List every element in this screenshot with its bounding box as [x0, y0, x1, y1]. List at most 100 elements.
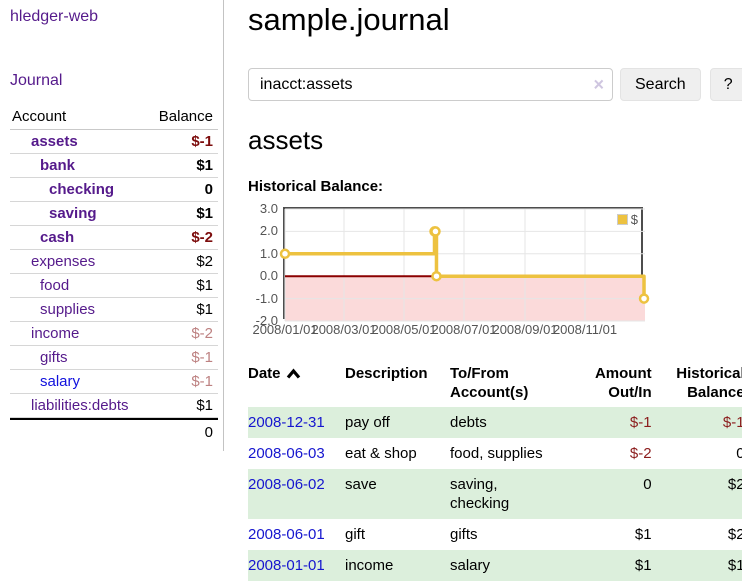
- account-row: salary $-1: [10, 370, 218, 394]
- register-row[interactable]: 2008-01-01 income salary $1 $1: [248, 550, 742, 581]
- sidebar-item-journal[interactable]: Journal: [10, 72, 63, 89]
- account-link-salary[interactable]: salary: [40, 373, 81, 390]
- account-link-assets[interactable]: assets: [31, 133, 78, 150]
- accounts-header-account: Account: [10, 105, 148, 130]
- register-row[interactable]: 2008-12-31 pay off debts $-1 $-1: [248, 407, 742, 438]
- register-date-cell: 2008-06-01: [248, 519, 345, 550]
- account-link-expenses[interactable]: expenses: [31, 253, 96, 270]
- register-row[interactable]: 2008-06-02 save saving, checking 0 $2: [248, 469, 742, 519]
- register-description-cell: gift: [345, 526, 366, 543]
- account-row: food $1: [10, 274, 218, 298]
- account-balance: $-1: [147, 370, 218, 394]
- legend-label: $: [630, 212, 638, 227]
- legend-swatch-icon: [616, 214, 628, 225]
- x-tick-label: 2008/05/01: [371, 322, 437, 337]
- transaction-date-link[interactable]: 2008-06-03: [248, 445, 325, 462]
- search-input-wrap: ×: [248, 68, 613, 101]
- account-link-saving[interactable]: saving: [49, 205, 97, 222]
- account-balance: $1: [147, 274, 218, 298]
- chart-y-axis-labels: 3.0 2.0 1.0 0.0 -1.0 -2.0: [248, 202, 278, 328]
- main-content: sample.journal × Search ? assets Histori…: [224, 0, 742, 581]
- account-heading: assets: [248, 125, 324, 155]
- account-link-gifts[interactable]: gifts: [40, 349, 68, 366]
- account-row: liabilities:debts $1: [10, 394, 218, 418]
- register-row[interactable]: 2008-06-01 gift gifts $1 $2: [248, 519, 742, 550]
- account-row: expenses $2: [10, 250, 218, 274]
- register-balance-cell: $2: [727, 526, 742, 543]
- balance-chart-svg: [279, 208, 650, 322]
- register-balance-cell: $1: [727, 557, 742, 574]
- register-amount-cell: 0: [643, 476, 652, 493]
- register-amount-cell: $-2: [629, 445, 652, 462]
- sidebar-nav: Journal: [10, 72, 218, 90]
- accounts-table-body: assets $-1 bank $1 checking 0 saving $1 cash $-2 e…: [10, 130, 218, 418]
- page-title: sample.journal: [248, 2, 450, 37]
- register-amount-cell: $1: [634, 557, 652, 574]
- account-balance: $1: [147, 394, 218, 418]
- app-title-link[interactable]: hledger-web: [10, 8, 99, 25]
- x-tick-label: 2008/07/01: [431, 322, 497, 337]
- chart-plot-area: $: [279, 207, 650, 322]
- transaction-date-link[interactable]: 2008-06-01: [248, 526, 325, 543]
- y-tick-label: 0.0: [259, 268, 278, 284]
- account-balance: $1: [147, 298, 218, 322]
- account-link-food[interactable]: food: [40, 277, 70, 294]
- account-link-bank[interactable]: bank: [40, 157, 76, 174]
- chart-legend: $: [616, 212, 638, 227]
- register-table: Date Description To/From Account(s) Amou…: [248, 362, 742, 581]
- account-balance: $-1: [147, 346, 218, 370]
- register-amount-cell: $1: [634, 526, 652, 543]
- account-row: bank $1: [10, 154, 218, 178]
- help-button[interactable]: ?: [709, 68, 742, 101]
- transaction-date-link[interactable]: 2008-01-01: [248, 557, 325, 574]
- x-tick-label: 2008/09/01: [492, 322, 558, 337]
- account-balance: $2: [147, 250, 218, 274]
- register-accounts-cell: food, supplies: [450, 445, 543, 462]
- account-row: gifts $-1: [10, 346, 218, 370]
- transaction-date-link[interactable]: 2008-06-02: [248, 476, 325, 493]
- account-balance: $1: [147, 154, 218, 178]
- account-row: saving $1: [10, 202, 218, 226]
- register-description-cell: pay off: [345, 414, 390, 431]
- y-tick-label: -1.0: [255, 290, 278, 306]
- register-date-cell: 2008-12-31: [248, 407, 345, 438]
- account-link-checking[interactable]: checking: [49, 181, 115, 198]
- search-form: × Search ?: [248, 68, 742, 101]
- search-button[interactable]: Search: [620, 68, 701, 101]
- search-input[interactable]: [248, 68, 613, 101]
- register-accounts-cell: saving, checking: [450, 476, 510, 512]
- account-balance: $-1: [147, 130, 218, 154]
- register-date-cell: 2008-06-03: [248, 438, 345, 469]
- x-tick-label: 2008/01/01: [252, 322, 318, 337]
- account-link-supplies[interactable]: supplies: [40, 301, 96, 318]
- col-header-balance: Historical Balance: [676, 365, 742, 401]
- x-tick-label: 2008/03/01: [311, 322, 377, 337]
- register-balance-cell: $2: [727, 476, 742, 493]
- accounts-header-balance: Balance: [147, 105, 218, 130]
- account-balance: $1: [147, 202, 218, 226]
- register-balance-cell: $-1: [722, 414, 742, 431]
- account-link-income[interactable]: income: [31, 325, 80, 342]
- register-accounts-cell: debts: [450, 414, 487, 431]
- y-tick-label: 1.0: [259, 245, 278, 261]
- account-link-liabilities-debts[interactable]: liabilities:debts: [31, 397, 129, 414]
- register-date-cell: 2008-01-01: [248, 550, 345, 581]
- register-row[interactable]: 2008-06-03 eat & shop food, supplies $-2 0: [248, 438, 742, 469]
- clear-search-icon[interactable]: ×: [593, 74, 604, 95]
- accounts-total-value: 0: [147, 418, 218, 443]
- account-balance: 0: [147, 178, 218, 202]
- chart-title: Historical Balance:: [248, 178, 384, 195]
- account-row: cash $-2: [10, 226, 218, 250]
- account-balance: $-2: [147, 322, 218, 346]
- col-header-description: Description: [345, 365, 428, 382]
- y-tick-label: 3.0: [259, 201, 278, 216]
- x-tick-label: 2008/11/01: [552, 322, 618, 337]
- col-header-date[interactable]: Date: [248, 362, 345, 407]
- transaction-date-link[interactable]: 2008-12-31: [248, 414, 325, 431]
- register-amount-cell: $-1: [629, 414, 652, 431]
- account-row: assets $-1: [10, 130, 218, 154]
- account-link-cash[interactable]: cash: [40, 229, 75, 246]
- y-tick-label: 2.0: [259, 223, 278, 239]
- accounts-total-spacer: [10, 418, 148, 443]
